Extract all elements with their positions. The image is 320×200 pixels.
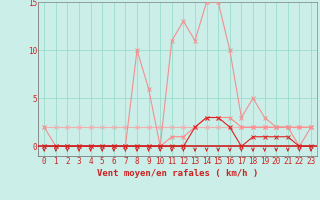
X-axis label: Vent moyen/en rafales ( km/h ): Vent moyen/en rafales ( km/h )	[97, 169, 258, 178]
